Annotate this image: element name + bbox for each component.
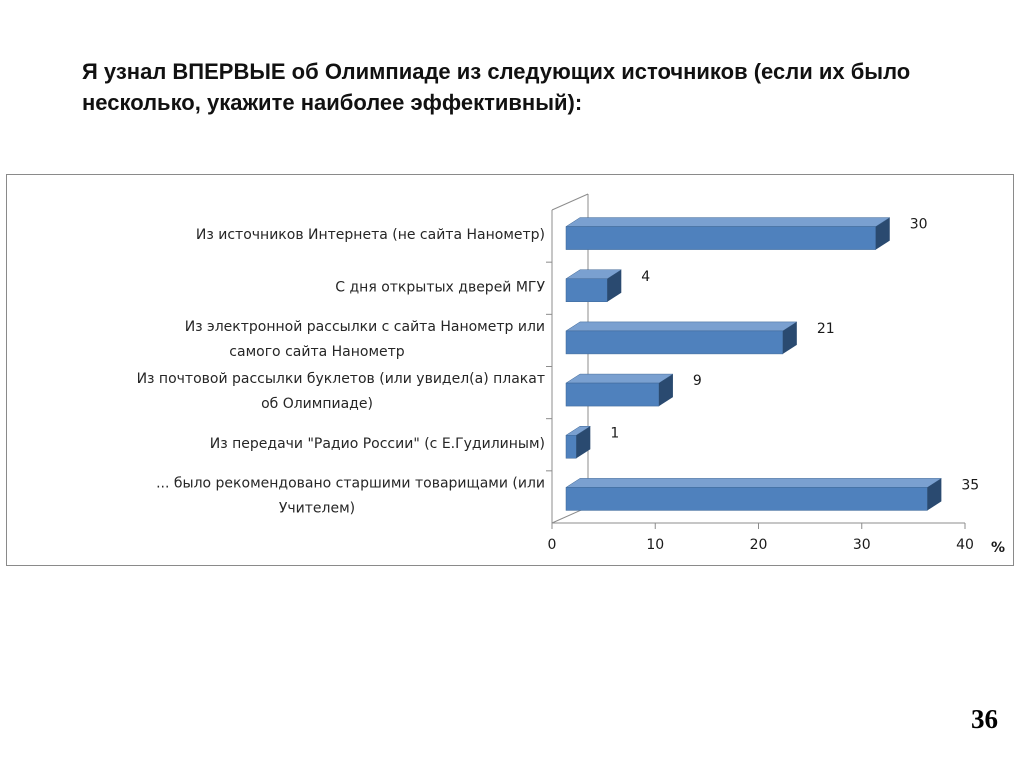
bar-side-face xyxy=(607,269,622,302)
bar-side-face xyxy=(782,321,797,354)
bar-front-face xyxy=(565,487,928,511)
chart-labels: 0 10 20 30 40 % 30 Из источников Интернета (не … xyxy=(137,217,1005,556)
page-number: 36 xyxy=(971,704,998,734)
bar-front-face xyxy=(565,382,660,407)
chart-frame: 0 10 20 30 40% 30 Из источников Интернета (не … xyxy=(6,174,1014,566)
bar-top-face xyxy=(565,321,798,332)
bar-side-face xyxy=(875,217,890,250)
category-label: Из источников Интернета (не сайта Наноме… xyxy=(196,227,545,243)
bar-value-label: 4 xyxy=(641,269,650,285)
bar-value-label: 35 xyxy=(961,477,979,493)
bar-front-face xyxy=(565,226,876,250)
bar-value-label: 30 xyxy=(910,217,928,233)
category-label: Учителем) xyxy=(279,500,355,516)
bar-front-face xyxy=(565,435,577,459)
x-tick-label: 10 xyxy=(646,537,664,553)
slide-title: Я узнал ВПЕРВЫЕ об Олимпиаде из следующи… xyxy=(82,59,911,115)
category-label: Из передачи "Радио России" (с Е.Гудилины… xyxy=(210,436,545,452)
category-label: Из почтовой рассылки буклетов (или увиде… xyxy=(137,371,545,387)
bar-value-label: 1 xyxy=(610,425,619,441)
bar-chart: 0 10 20 30 40 % 30 Из источников Интернета (не … xyxy=(137,193,1005,556)
category-label: Из электронной рассылки с сайта Нанометр… xyxy=(185,319,545,335)
chart-bars xyxy=(565,217,943,511)
x-tick-label: 0 xyxy=(548,537,557,553)
bar xyxy=(565,217,891,250)
bar-side-face xyxy=(576,426,591,459)
bar-front-face xyxy=(565,330,784,355)
bar xyxy=(565,373,674,407)
bar xyxy=(565,478,943,511)
x-tick-label: 20 xyxy=(750,537,768,553)
category-label: об Олимпиаде) xyxy=(261,396,373,412)
category-label: ... было рекомендовано старшими товарища… xyxy=(156,475,545,491)
bar-top-face xyxy=(565,217,891,227)
bar-side-face xyxy=(927,478,942,511)
bar-value-label: 9 xyxy=(693,373,702,389)
x-axis-unit-label: % xyxy=(991,540,1005,556)
bar xyxy=(565,426,592,459)
bar-top-face xyxy=(565,373,674,384)
category-label: самого сайта Нанометр xyxy=(229,344,404,360)
bar-front-face xyxy=(565,278,608,302)
x-tick-label: 40 xyxy=(956,537,974,553)
bar xyxy=(565,321,798,355)
x-tick-label: 30 xyxy=(853,537,871,553)
category-label: С дня открытых дверей МГУ xyxy=(335,279,545,295)
bar-side-face xyxy=(658,374,673,407)
bar-value-label: 21 xyxy=(817,321,835,337)
bar xyxy=(565,269,623,302)
axis-wall-top-edge xyxy=(551,193,589,211)
bar-top-face xyxy=(565,478,943,488)
